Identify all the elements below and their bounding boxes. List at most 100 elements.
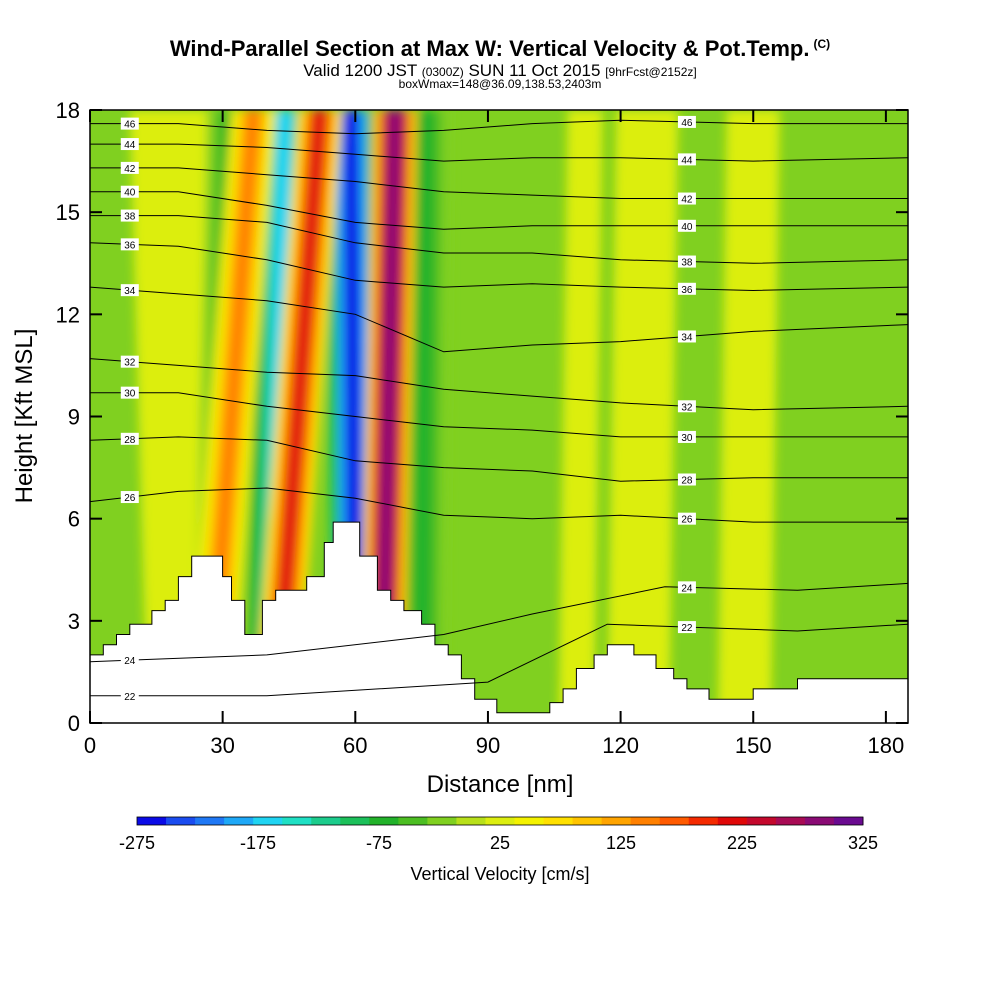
terrain-profile <box>89 521 909 724</box>
colorbar-tick-label: 225 <box>727 833 757 853</box>
contour-label-32: 32 <box>677 400 696 413</box>
contour-label-bg <box>120 284 139 297</box>
contour-label-30: 30 <box>677 430 696 444</box>
y-tick-label: 0 <box>68 711 80 736</box>
isentrope-38 <box>90 215 908 264</box>
isentrope-22 <box>90 623 908 697</box>
contour-label-text: 46 <box>681 118 693 129</box>
contour-label-text: 30 <box>681 433 693 444</box>
colorbar-swatch <box>311 817 341 825</box>
contour-label-text: 40 <box>124 188 136 199</box>
contour-label-bg <box>677 473 696 486</box>
contour-label-46: 46 <box>120 117 139 131</box>
contour-label-bg <box>677 153 696 166</box>
weak-ascent-region <box>717 110 780 723</box>
contour-label-bg <box>120 161 139 174</box>
colorbar-swatch <box>398 817 428 825</box>
contour-label-text: 34 <box>681 332 693 343</box>
contour-label-bg <box>677 255 696 268</box>
contour-label-bg <box>677 621 696 634</box>
colorbar-swatch <box>688 817 719 825</box>
x-tick-label: 150 <box>735 733 772 758</box>
contour-label-text: 22 <box>124 692 136 703</box>
contour-label-text: 44 <box>124 140 136 151</box>
colorbar-tick-label: 25 <box>490 833 510 853</box>
isentrope-40 <box>90 191 908 230</box>
chart-title: Wind-Parallel Section at Max W: Vertical… <box>0 36 1000 62</box>
contour-label-38: 38 <box>120 209 139 223</box>
colorbar-swatch <box>485 817 516 825</box>
contour-label-28: 28 <box>677 473 696 487</box>
contour-label-bg <box>677 282 696 295</box>
colorbar-swatch <box>427 817 457 825</box>
contour-label-bg <box>120 138 139 151</box>
contour-label-36: 36 <box>677 282 696 296</box>
contour-label-text: 44 <box>681 155 693 166</box>
potential-temperature-contours <box>90 119 908 697</box>
contour-label-22: 22 <box>677 621 696 634</box>
contour-label-26: 26 <box>677 512 696 526</box>
y-tick-label: 18 <box>56 98 80 123</box>
x-tick-label: 90 <box>476 733 500 758</box>
x-axis-label: Distance [nm] <box>427 771 574 798</box>
updraft-core <box>374 110 403 723</box>
forecast-info: [9hrFcst@2152z] <box>605 65 697 79</box>
contour-label-bg <box>120 689 139 702</box>
contour-label-text: 38 <box>124 212 136 223</box>
contour-labels: 22 22 24 24 26 26 28 28 30 30 32 32 34 34 36 36 38 38 40 40… <box>120 115 696 703</box>
contour-label-text: 26 <box>124 493 136 504</box>
y-axis-label: Height [Kft MSL] <box>11 329 38 504</box>
colorbar: -275 -175 -75 25 125 225 325 <box>119 816 878 853</box>
y-tick-label: 6 <box>68 507 80 532</box>
contour-label-34: 34 <box>120 284 139 297</box>
box-info-line: boxWmax=148@36.09,138.53,2403m <box>398 77 602 91</box>
contour-label-text: 42 <box>681 195 693 206</box>
colorbar-swatch <box>282 817 312 825</box>
colorbar-swatch <box>775 817 806 825</box>
colorbar-swatch <box>137 817 167 825</box>
contour-label-42: 42 <box>677 192 696 206</box>
contour-label-text: 22 <box>681 623 693 634</box>
contour-label-38: 38 <box>677 255 696 269</box>
contour-label-text: 34 <box>124 286 136 297</box>
colorbar-tick-label: -275 <box>119 833 155 853</box>
contour-label-text: 30 <box>124 389 136 400</box>
colorbar-tick-label: -75 <box>366 833 392 853</box>
downdraft-core <box>413 110 435 723</box>
isentrope-36 <box>90 242 908 292</box>
contour-label-36: 36 <box>120 238 139 251</box>
contour-label-bg <box>677 512 696 525</box>
y-tick-label: 9 <box>68 405 80 430</box>
contour-label-bg <box>120 491 139 504</box>
colorbar-tick-label: -175 <box>240 833 276 853</box>
contour-label-bg <box>120 386 139 399</box>
isentrope-30 <box>90 392 908 438</box>
contour-label-bg <box>677 192 696 205</box>
valid-time-line: Valid 1200 JST (0300Z) SUN 11 Oct 2015 [… <box>0 61 1000 81</box>
contour-label-40: 40 <box>677 219 696 233</box>
copyright-label: (C) <box>813 36 831 51</box>
isentrope-24 <box>90 582 908 663</box>
x-tick-label: 60 <box>343 733 367 758</box>
weak-ascent-region <box>607 110 679 723</box>
isentrope-32 <box>90 358 908 411</box>
isentrope-34 <box>90 286 908 353</box>
contour-label-text: 36 <box>124 240 136 251</box>
contour-label-text: 42 <box>124 164 136 175</box>
valid-prefix: Valid 1200 JST <box>303 61 417 80</box>
isentrope-44 <box>90 143 908 162</box>
x-tick-label: 0 <box>84 733 96 758</box>
x-tick-label: 30 <box>210 733 234 758</box>
contour-label-bg <box>677 581 696 594</box>
contour-label-22: 22 <box>120 689 139 703</box>
contour-label-bg <box>120 355 139 368</box>
contour-label-text: 24 <box>124 656 136 667</box>
contour-label-bg <box>120 654 139 667</box>
colorbar-swatch <box>717 817 748 825</box>
contour-label-text: 32 <box>124 358 136 369</box>
contour-label-46: 46 <box>677 115 696 129</box>
valid-utc: (0300Z) <box>421 65 464 79</box>
colorbar-swatch <box>166 817 196 825</box>
